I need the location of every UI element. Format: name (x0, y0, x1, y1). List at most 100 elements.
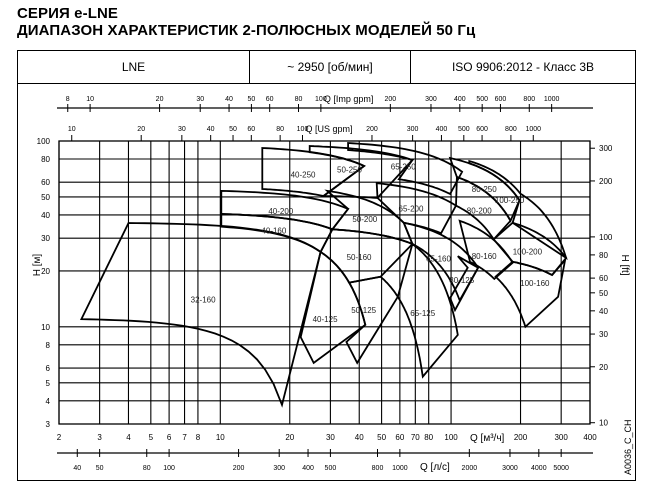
bottom-axis2-tick-label: 800 (372, 465, 384, 472)
us-gpm-tick-label: 600 (476, 126, 488, 133)
model-label: 65-160 (426, 255, 451, 264)
imp-gpm-tick-label: 600 (495, 96, 507, 103)
model-envelope-100-200 (492, 221, 568, 277)
x-tick-label: 6 (167, 433, 172, 442)
right-tick-label: 80 (599, 251, 608, 260)
right-tick-label: 60 (599, 274, 608, 283)
right-tick-label: 300 (599, 144, 613, 153)
x-tick-label: 2 (57, 433, 62, 442)
us-gpm-tick-label: 400 (436, 126, 448, 133)
model-envelope-65-200 (375, 182, 458, 235)
us-gpm-tick-label: 30 (178, 126, 186, 133)
model-label: 100-160 (520, 279, 550, 288)
model-label: 40-200 (268, 207, 293, 216)
x-tick-label: 70 (411, 433, 420, 442)
y-tick-label: 8 (46, 341, 51, 350)
plot-area (58, 140, 591, 425)
bottom-axis2-tick-label: 40 (73, 465, 81, 472)
us-gpm-tick-label: 50 (229, 126, 237, 133)
bottom-axis2-tick-label: 3000 (502, 465, 518, 472)
us-gpm-tick-label: 60 (247, 126, 255, 133)
bottom-axis2-tick-label: 500 (325, 465, 337, 472)
chart-title: СЕРИЯ e-LNE (17, 5, 119, 22)
bottom-axis2-tick-label: 5000 (553, 465, 569, 472)
bottom-axis2-tick-label: 80 (143, 465, 151, 472)
x-axis-label: Q [м³/ч] (470, 433, 505, 444)
us-gpm-tick-label: 10 (68, 126, 76, 133)
x-tick-label: 50 (377, 433, 386, 442)
imp-gpm-tick-label: 200 (385, 96, 397, 103)
right-tick-label: 10 (599, 419, 608, 428)
y-tick-label: 80 (41, 155, 50, 164)
imp-gpm-tick-label: 300 (425, 96, 437, 103)
model-label: 80-200 (467, 207, 492, 216)
bottom-axis2-tick-label: 300 (273, 465, 285, 472)
model-label: 65-250 (391, 162, 416, 171)
model-envelope-100-160 (494, 256, 567, 329)
model-label: 80-250 (472, 185, 497, 194)
imp-gpm-tick-label: 8 (66, 96, 70, 103)
x-tick-label: 200 (514, 433, 528, 442)
x-tick-label: 60 (395, 433, 404, 442)
model-label: 65-200 (399, 205, 424, 214)
model-envelope-65-125 (396, 242, 459, 379)
imp-gpm-tick-label: 50 (248, 96, 256, 103)
imp-gpm-tick-label: 1000 (544, 96, 560, 103)
model-envelope-32-160 (79, 222, 322, 408)
bottom-axis2-tick-label: 50 (96, 465, 104, 472)
y-tick-label: 10 (41, 323, 50, 332)
bottom-axis2-label: Q [л/с] (420, 462, 450, 473)
us-gpm-tick-label: 800 (505, 126, 517, 133)
y-tick-label: 6 (46, 364, 51, 373)
imp-gpm-tick-label: 80 (295, 96, 303, 103)
header-speed: ~ 2950 [об/мин] (250, 51, 411, 83)
x-tick-label: 4 (126, 433, 131, 442)
model-label: 32-160 (191, 296, 216, 305)
model-label: 100-200 (513, 247, 543, 256)
x-tick-label: 30 (326, 433, 335, 442)
x-tick-label: 80 (424, 433, 433, 442)
model-label: 65-125 (410, 309, 435, 318)
model-label: 50-125 (351, 306, 376, 315)
x-tick-label: 5 (149, 433, 154, 442)
us-gpm-tick-label: 1000 (525, 126, 541, 133)
y-tick-label: 100 (37, 137, 51, 146)
imp-gpm-axis-label: Q [Imp gpm] (324, 94, 374, 104)
imp-gpm-tick-label: 20 (156, 96, 164, 103)
model-label: 80-125 (449, 276, 474, 285)
figure-code: A0036_C_CH (623, 419, 633, 475)
model-envelope-80-160 (458, 219, 514, 281)
x-tick-label: 100 (444, 433, 458, 442)
right-tick-label: 100 (599, 233, 613, 242)
y-tick-label: 5 (46, 379, 51, 388)
y-tick-label: 40 (41, 211, 50, 220)
model-label: 40-125 (313, 315, 338, 324)
imp-gpm-tick-label: 800 (523, 96, 535, 103)
bottom-axis2-tick-label: 400 (302, 465, 314, 472)
header-table: LNE ~ 2950 [об/мин] ISO 9906:2012 - Клас… (17, 50, 636, 84)
bottom-axis2-tick-label: 4000 (531, 465, 547, 472)
right-tick-label: 20 (599, 363, 608, 372)
x-tick-label: 10 (216, 433, 225, 442)
bottom-axis2-tick-label: 200 (233, 465, 245, 472)
us-gpm-tick-label: 200 (366, 126, 378, 133)
header-standard: ISO 9906:2012 - Класс 3B (451, 60, 595, 74)
model-envelope-80-125 (449, 255, 480, 313)
y-tick-label: 60 (41, 178, 50, 187)
us-gpm-axis-label: Q [US gpm] (306, 124, 353, 134)
right-tick-label: 50 (599, 289, 608, 298)
right-axis-label: H [ft] (619, 254, 630, 275)
header-series: LNE (18, 51, 250, 83)
us-gpm-tick-label: 300 (407, 126, 419, 133)
model-label: 40-160 (261, 226, 286, 235)
model-label: 50-160 (347, 253, 372, 262)
model-envelope-50-250 (308, 145, 415, 199)
model-envelope-50-125 (345, 275, 399, 365)
y-tick-label: 4 (46, 397, 51, 406)
bottom-axis2-tick-label: 1000 (392, 465, 408, 472)
chart-subtitle: ДИАПАЗОН ХАРАКТЕРИСТИК 2-ПОЛЮСНЫХ МОДЕЛЕ… (17, 22, 476, 39)
x-tick-label: 8 (196, 433, 201, 442)
us-gpm-tick-label: 80 (276, 126, 284, 133)
bottom-axis2-tick-label: 100 (163, 465, 175, 472)
